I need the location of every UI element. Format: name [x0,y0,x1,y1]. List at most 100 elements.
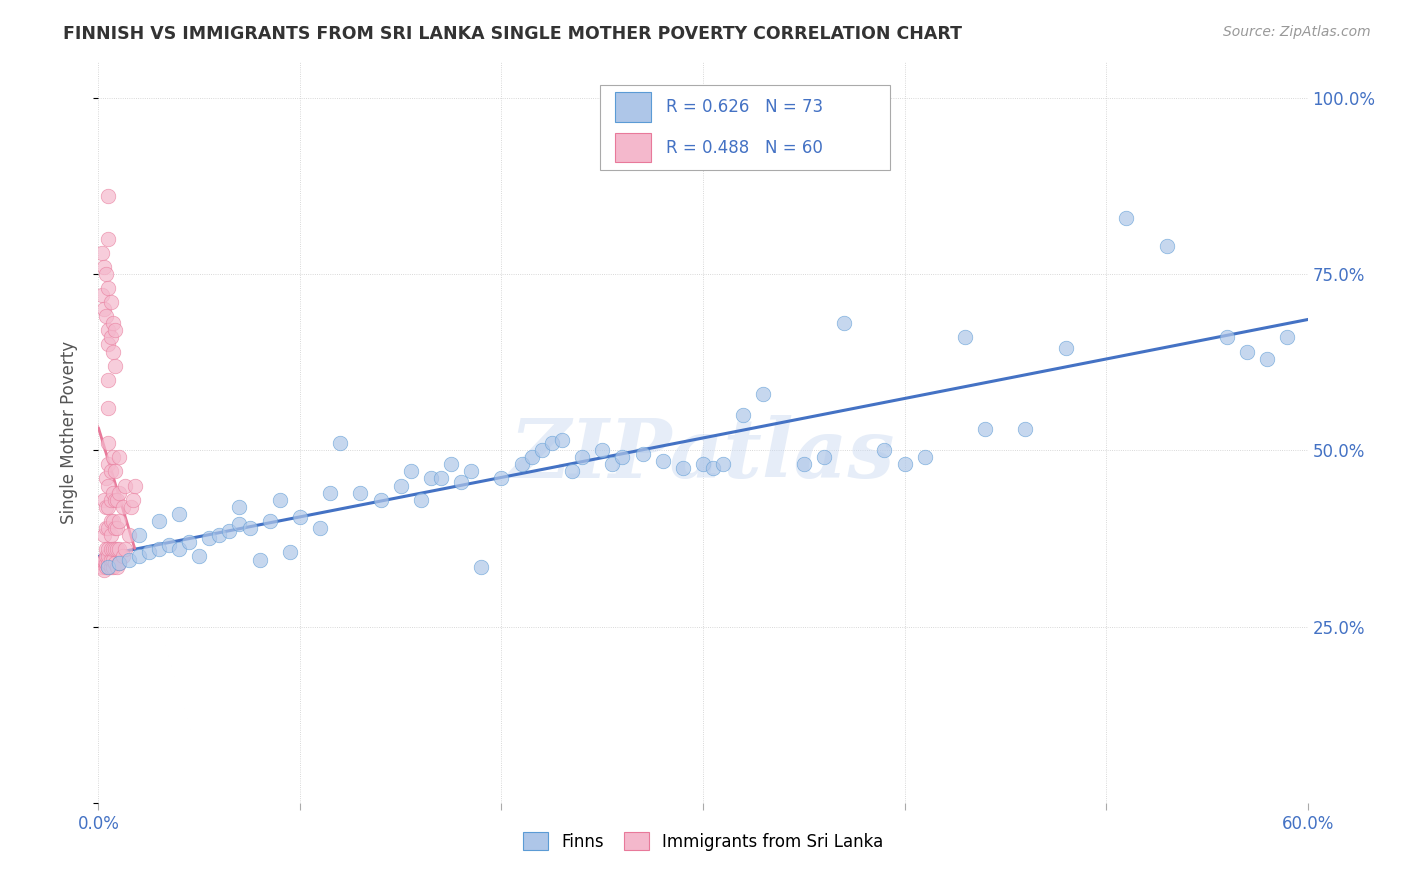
Point [97,436,120,450]
Point [96,267,118,281]
Point [100,295,122,310]
Point [752,387,775,401]
Point [97,500,120,514]
Point [97,559,120,574]
Point [793,458,815,472]
Point [571,450,593,465]
Point [491,471,513,485]
Point [96,549,118,563]
Point [530,443,553,458]
Point [101,559,124,574]
Point [105,559,128,574]
Point [96,310,118,324]
Point [208,528,231,542]
Point [974,422,997,436]
Point [612,450,634,465]
Point [93,260,115,274]
Point [91,559,114,574]
Point [96,500,118,514]
Point [114,478,136,492]
Point [733,408,755,422]
Point [510,458,533,472]
Point [440,458,463,472]
Point [288,510,311,524]
Point [100,552,122,566]
Point [100,541,122,556]
Point [148,541,170,556]
Point [97,337,120,351]
Point [157,538,180,552]
Point [228,517,250,532]
Point [107,541,129,556]
Point [100,528,122,542]
Point [101,541,124,556]
Point [100,514,122,528]
Point [138,545,160,559]
Point [93,528,115,542]
Point [520,450,543,465]
Point [91,556,114,570]
Point [591,443,613,458]
Point [409,492,432,507]
Point [953,330,976,344]
Point [813,450,835,465]
Point [97,281,120,295]
Point [893,458,915,472]
Point [1014,422,1036,436]
Point [114,541,136,556]
Point [218,524,240,539]
Y-axis label: Single Mother Poverty: Single Mother Poverty [59,341,77,524]
Point [111,500,134,514]
Point [540,436,562,450]
Point [96,541,118,556]
Bar [614,133,651,162]
Point [914,450,936,465]
Point [101,485,124,500]
Point [91,288,114,302]
Point [118,528,141,542]
Point [105,521,128,535]
Text: FINNISH VS IMMIGRANTS FROM SRI LANKA SINGLE MOTHER POVERTY CORRELATION CHART: FINNISH VS IMMIGRANTS FROM SRI LANKA SIN… [63,25,962,43]
Point [1277,330,1299,344]
Point [148,514,170,528]
Point [100,559,122,574]
Text: R = 0.626   N = 73: R = 0.626 N = 73 [665,98,823,116]
Text: ZIPatlas: ZIPatlas [510,415,896,495]
Point [103,541,125,556]
Point [103,556,125,570]
Point [460,464,482,478]
Point [349,485,371,500]
Bar [614,92,651,121]
Point [111,549,134,563]
Point [93,563,115,577]
Point [100,492,122,507]
Point [167,507,190,521]
Point [228,500,250,514]
Point [269,492,291,507]
Point [103,492,125,507]
Point [873,443,896,458]
Point [91,245,114,260]
Point [97,521,120,535]
Point [711,458,734,472]
Point [97,541,120,556]
Point [97,189,120,203]
Point [96,556,118,570]
Point [97,373,120,387]
Point [124,478,146,492]
Text: R = 0.488   N = 60: R = 0.488 N = 60 [665,138,823,157]
Point [370,492,392,507]
Point [450,475,472,489]
Point [239,521,262,535]
Point [103,521,125,535]
Point [551,433,574,447]
Point [93,302,115,317]
Point [651,454,673,468]
Point [107,556,129,570]
Point [259,514,281,528]
Point [103,323,125,337]
Point [103,464,125,478]
Point [702,461,724,475]
Point [188,549,211,563]
Point [631,447,654,461]
